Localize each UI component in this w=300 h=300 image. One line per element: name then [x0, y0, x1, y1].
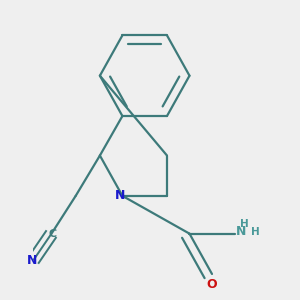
Text: O: O [207, 278, 217, 291]
Text: C: C [48, 229, 56, 238]
Text: H: H [251, 227, 260, 237]
Text: N: N [27, 254, 37, 267]
Text: H: H [240, 219, 249, 229]
Text: N: N [236, 225, 246, 239]
Text: N: N [115, 189, 125, 203]
